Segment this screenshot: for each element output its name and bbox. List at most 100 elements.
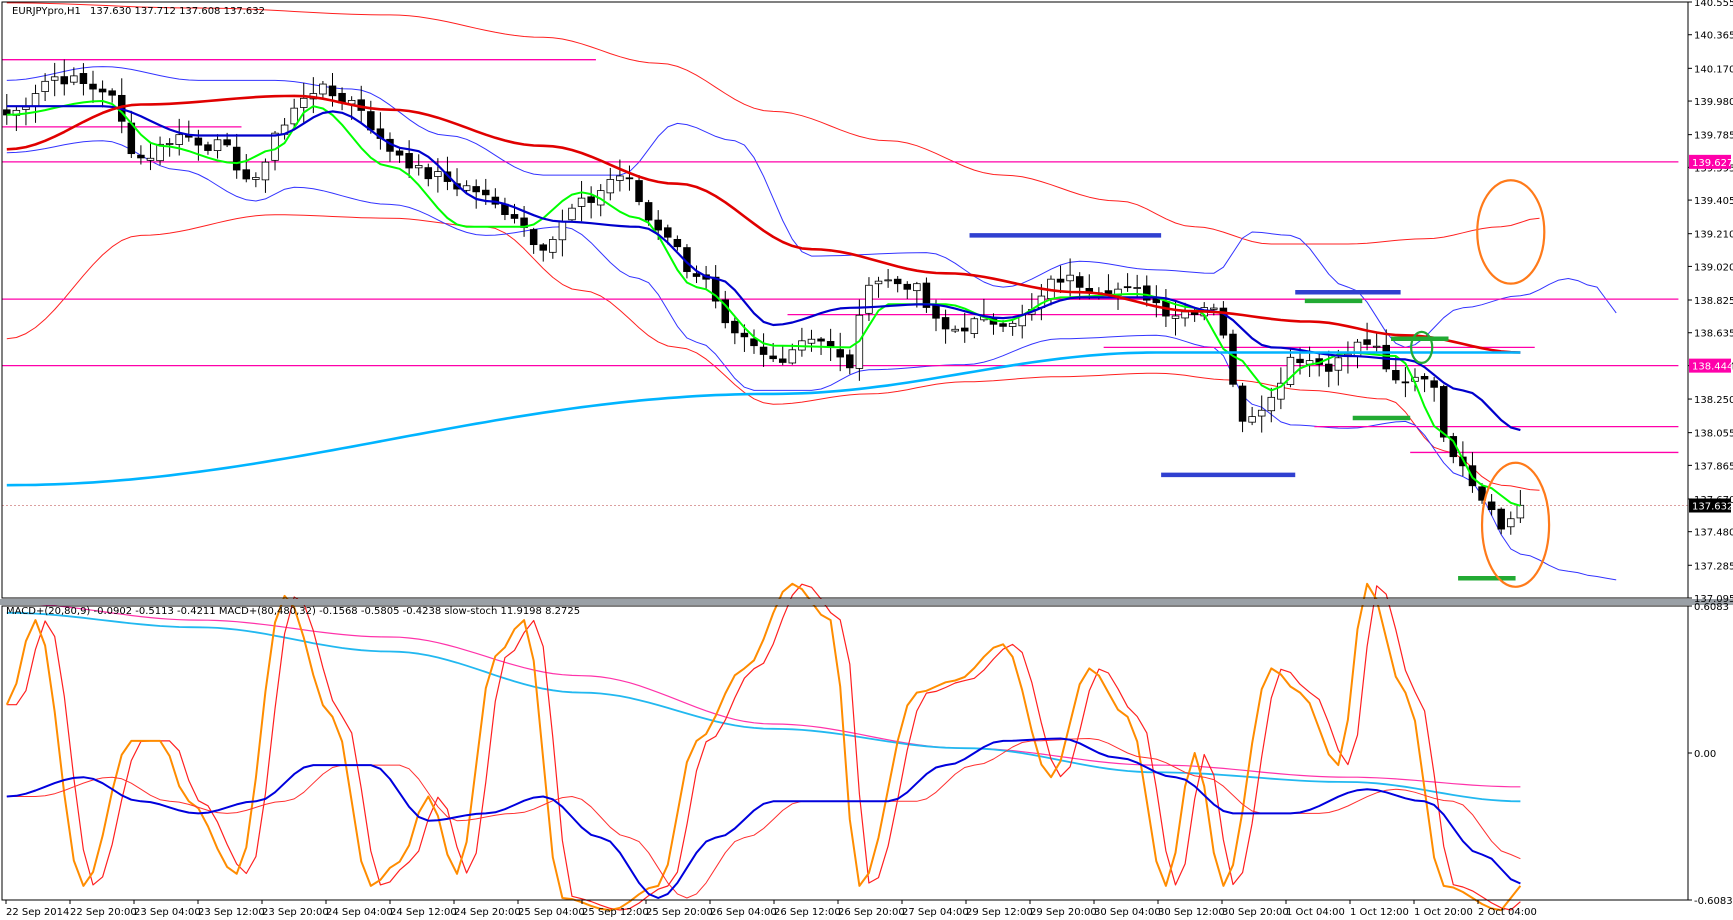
candle-body [577,197,586,207]
candle-body [232,146,241,171]
candle [846,349,854,375]
candle [1229,329,1237,388]
candle [1219,301,1228,339]
candle-body [1286,356,1295,385]
candle-body [1420,375,1429,380]
macd-slow-signal-line [6,602,1521,788]
candle [970,316,979,339]
ma-blue-line [6,105,1521,432]
candle-body [644,202,653,221]
indicator-tick-label: 0.6083 [1694,602,1729,613]
time-tick-label: 24 Sep 04:00 [326,907,393,918]
candle [721,290,730,329]
candle-body [970,318,979,334]
candle [1363,322,1371,351]
candle-body [664,227,672,238]
bollinger-red-upper [6,2,1540,245]
price-tick-label: 138.055 [1694,429,1733,440]
candle [731,315,739,345]
candle-body [1257,409,1266,417]
time-tick-label: 22 Sep 2014 [6,907,69,918]
candle [750,329,758,354]
candle [1008,320,1017,336]
candle-body [1210,307,1218,310]
stoch-main-line [5,582,1522,912]
candle-body [941,317,950,330]
candle [616,159,624,192]
candle-body [1296,358,1304,364]
candle-body [146,157,155,161]
candle [1430,376,1438,402]
candle-body [175,134,183,145]
candle-body [1190,312,1199,316]
candle-body [999,323,1007,327]
candle-body [1229,333,1237,385]
candle [1507,511,1515,535]
time-tick-label: 1 Oct 12:00 [1350,907,1409,918]
candle [156,136,164,166]
candle-body [1353,341,1362,358]
candle [1238,382,1247,433]
candle-body [625,177,634,180]
candle-body [1439,386,1448,438]
time-tick-label: 1 Oct 04:00 [1286,907,1345,918]
ma-cyan-line [6,351,1521,487]
candle [1392,356,1400,384]
time-tick-label: 24 Sep 20:00 [454,907,521,918]
candle [625,165,634,191]
candle-body [300,97,308,108]
indicator-panel[interactable] [5,582,1522,912]
price-panel[interactable] [2,2,1688,581]
candle-body [1325,363,1333,372]
price-label-box: 138.444 [1689,358,1733,373]
candle [290,98,298,130]
candle [79,63,88,96]
candle [1277,367,1285,410]
candle-body [711,276,720,302]
candle [644,199,653,226]
indicator-tick-label: -0.6083 [1694,896,1733,907]
candle-body [482,189,490,196]
price-tick-label: 137.285 [1694,561,1733,572]
bollinger-blue-upper [6,66,1617,348]
candle [1257,395,1266,433]
time-tick-label: 26 Sep 04:00 [710,907,777,918]
candle [951,325,959,333]
price-tick-label: 137.095 [1694,594,1733,605]
candle-body [434,171,442,177]
candle [893,276,902,293]
price-label-box: 139.627 [1689,154,1733,169]
bollinger-blue-lower [6,140,1617,581]
candle [913,281,921,308]
candle-body [654,219,662,231]
candle-body [529,229,538,246]
time-tick-label: 30 Sep 12:00 [1158,907,1225,918]
candle-body [462,185,471,191]
candle-body [319,83,327,95]
symbol-label: EURJPYpro,H1 [12,6,81,17]
time-tick-label: 22 Sep 20:00 [70,907,137,918]
candle [261,158,270,193]
macd-fast-line [6,737,1521,899]
candle-body [587,196,595,203]
candle-body [1430,380,1438,388]
candle-body [405,153,413,169]
candle-body [769,355,777,360]
candle-body [951,328,959,332]
candle-body [79,73,88,84]
price-tick-label: 139.405 [1694,196,1733,207]
candle [865,277,873,322]
candle-body [740,332,749,338]
time-tick-label: 24 Sep 12:00 [390,907,457,918]
candle [232,133,241,179]
candle [1056,265,1065,293]
annotation-ellipse [1410,330,1434,364]
candle-body [1459,456,1467,467]
candle [1401,367,1410,398]
time-tick-label: 29 Sep 20:00 [1030,907,1097,918]
time-tick-label: 25 Sep 04:00 [518,907,585,918]
candle-body [1008,322,1017,327]
candle-body [788,349,797,364]
price-label-bg [1689,498,1731,513]
